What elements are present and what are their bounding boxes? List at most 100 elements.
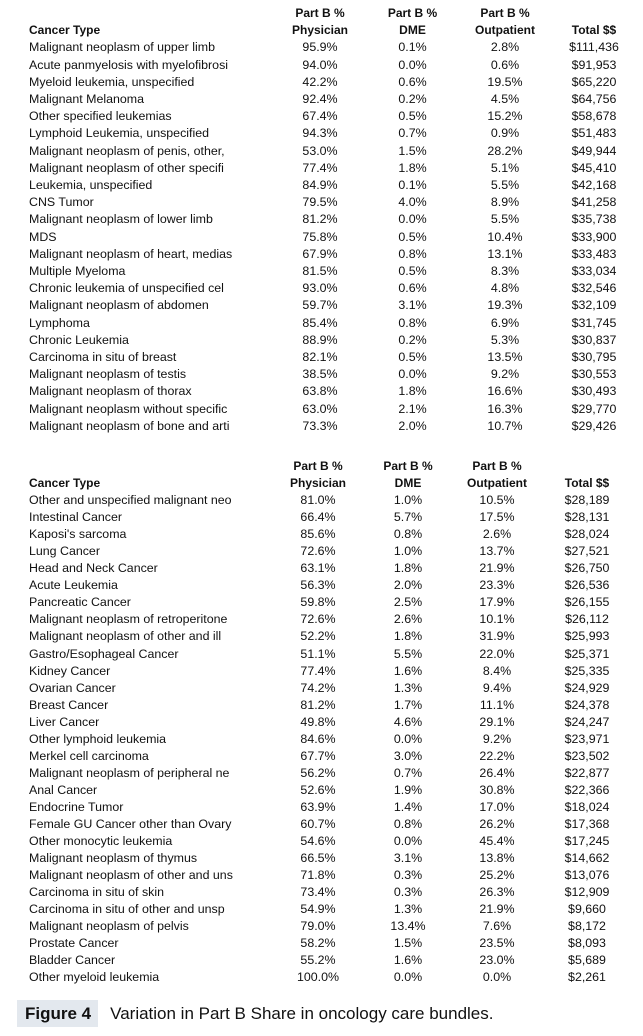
cell-outpatient: 13.7%: [479, 544, 515, 559]
cell-physician: 59.7%: [302, 298, 338, 313]
cell-dme: 0.2%: [398, 92, 427, 107]
header-total: Total $$: [564, 476, 610, 491]
cancer-table-1: Part B % Part B % Part B % Cancer Type Physi…: [29, 5, 638, 435]
cell-total: $58,678: [571, 109, 617, 124]
cell-dme: 1.8%: [398, 160, 427, 175]
cell-outpatient: 31.9%: [479, 629, 515, 644]
cell-total: $51,483: [571, 126, 617, 141]
cell-physician: 81.2%: [300, 697, 336, 712]
cell-physician: 52.6%: [300, 782, 336, 797]
table-row: Other monocytic leukemia 54.6% 0.0% 45.4% $1…: [29, 833, 633, 850]
cell-total: $8,172: [568, 919, 606, 934]
table-row: Kaposi's sarcoma 85.6% 0.8% 2.6% $28,024: [29, 526, 633, 543]
cell-dme: 0.1%: [398, 178, 427, 193]
cell-outpatient: 9.2%: [482, 731, 512, 746]
cell-total: $22,366: [564, 782, 610, 797]
table-row: Other and unspecified malignant neo 81.0%…: [29, 492, 633, 509]
cell-dme: 0.0%: [393, 970, 423, 985]
table-row: Chronic Leukemia 88.9% 0.2% 5.3% $30,837: [29, 332, 638, 349]
cell-cancer-type: Malignant neoplasm of heart, medias: [29, 246, 233, 261]
cell-cancer-type: Other monocytic leukemia: [29, 834, 173, 849]
cell-dme: 1.6%: [393, 953, 423, 968]
cell-outpatient: 21.9%: [479, 561, 515, 576]
cell-total: $25,371: [564, 646, 610, 661]
cell-cancer-type: Malignant neoplasm of other and uns: [29, 868, 233, 883]
cell-total: $30,553: [571, 367, 617, 382]
header-dme: DME: [399, 23, 426, 38]
cell-cancer-type: Malignant neoplasm of pelvis: [29, 919, 189, 934]
cell-physician: 67.9%: [302, 246, 338, 261]
cell-total: $28,024: [564, 527, 610, 542]
cell-outpatient: 10.7%: [487, 418, 523, 433]
cell-total: $18,024: [564, 799, 610, 814]
cell-dme: 0.0%: [398, 212, 427, 227]
cell-total: $64,756: [571, 92, 617, 107]
cell-dme: 0.1%: [398, 40, 427, 55]
cell-cancer-type: Carcinoma in situ of skin: [29, 885, 164, 900]
cell-physician: 72.6%: [300, 612, 336, 627]
cell-physician: 84.6%: [300, 731, 336, 746]
cell-dme: 2.1%: [398, 401, 427, 416]
cell-cancer-type: Myeloid leukemia, unspecified: [29, 74, 195, 89]
cell-dme: 0.0%: [393, 834, 423, 849]
table-row: Malignant neoplasm of testis 38.5% 0.0% 9.2…: [29, 366, 638, 383]
cell-total: $42,168: [571, 178, 617, 193]
cell-physician: 95.9%: [302, 40, 338, 55]
cell-outpatient: 5.5%: [490, 178, 520, 193]
table-row: Myeloid leukemia, unspecified 42.2% 0.6% 19…: [29, 74, 638, 91]
cell-cancer-type: Carcinoma in situ of breast: [29, 350, 177, 365]
cell-outpatient: 10.4%: [487, 229, 523, 244]
cell-dme: 5.7%: [393, 510, 423, 525]
table-row: Endocrine Tumor 63.9% 1.4% 17.0% $18,024: [29, 799, 633, 816]
cell-total: $30,795: [571, 350, 617, 365]
cell-dme: 0.5%: [398, 229, 427, 244]
cell-physician: 77.4%: [302, 160, 338, 175]
cell-physician: 55.2%: [300, 953, 336, 968]
cell-outpatient: 23.3%: [479, 578, 515, 593]
table-row: Malignant neoplasm of penis, other, 53.0%…: [29, 143, 638, 160]
cell-cancer-type: CNS Tumor: [29, 195, 94, 210]
cell-total: $41,258: [571, 195, 617, 210]
table-row: Malignant neoplasm of retroperitone 72.6%…: [29, 611, 633, 628]
table-row: Breast Cancer 81.2% 1.7% 11.1% $24,378: [29, 697, 633, 714]
cell-cancer-type: Merkel cell carcinoma: [29, 748, 149, 763]
cell-total: $24,929: [564, 680, 610, 695]
cell-dme: 1.8%: [398, 384, 427, 399]
header-cancer-type: [29, 5, 275, 22]
header-total: Total $$: [571, 23, 617, 38]
cell-physician: 94.3%: [302, 126, 338, 141]
cell-cancer-type: MDS: [29, 229, 57, 244]
cell-physician: 63.9%: [300, 799, 336, 814]
cell-cancer-type: Malignant neoplasm of thymus: [29, 851, 198, 866]
figure-caption-text: Variation in Part B Share in oncology ca…: [110, 1003, 494, 1023]
cell-outpatient: 5.5%: [490, 212, 520, 227]
cell-cancer-type: Malignant neoplasm of other specifi: [29, 160, 224, 175]
table-row: Lymphoid Leukemia, unspecified 94.3% 0.7% 0…: [29, 125, 638, 142]
header-cancer-type: Cancer Type: [29, 23, 101, 38]
table-row: Prostate Cancer 58.2% 1.5% 23.5% $8,093: [29, 935, 633, 952]
cell-physician: 60.7%: [300, 816, 336, 831]
table-row: Malignant neoplasm of thymus 66.5% 3.1% 13.…: [29, 850, 633, 867]
cell-dme: 0.8%: [398, 246, 427, 261]
cell-cancer-type: Leukemia, unspecified: [29, 178, 153, 193]
cell-total: $30,493: [571, 384, 617, 399]
table-body: Other and unspecified malignant neo 81.0%…: [29, 492, 633, 986]
cell-outpatient: 2.8%: [490, 40, 520, 55]
cell-outpatient: 22.2%: [479, 748, 515, 763]
header-dme: Part B %: [387, 6, 438, 20]
table-row: Carcinoma in situ of breast 82.1% 0.5% 13.5…: [29, 349, 638, 366]
cell-outpatient: 26.3%: [479, 885, 515, 900]
cell-physician: 100.0%: [296, 970, 340, 985]
cell-dme: 0.8%: [393, 816, 423, 831]
cell-outpatient: 13.8%: [479, 851, 515, 866]
cell-dme: 0.5%: [398, 109, 427, 124]
cell-outpatient: 19.5%: [487, 74, 523, 89]
cell-physician: 79.5%: [302, 195, 338, 210]
cell-physician: 52.2%: [300, 629, 336, 644]
table-row: Leukemia, unspecified 84.9% 0.1% 5.5% $42,16…: [29, 177, 638, 194]
cell-outpatient: 16.3%: [487, 401, 523, 416]
cell-cancer-type: Other myeloid leukemia: [29, 970, 160, 985]
cell-cancer-type: Multiple Myeloma: [29, 264, 126, 279]
cell-outpatient: 23.5%: [479, 936, 515, 951]
cell-total: $28,131: [564, 510, 610, 525]
